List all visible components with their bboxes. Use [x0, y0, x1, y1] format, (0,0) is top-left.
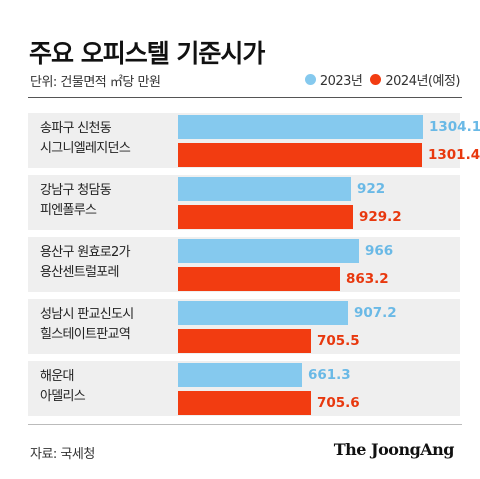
value-label-2023: 661.3: [308, 367, 351, 383]
value-label-2023: 907.2: [354, 305, 397, 321]
legend-swatch-2023: [304, 74, 316, 85]
chart-title: 주요 오피스텔 기준시가: [29, 39, 265, 68]
unit-label: 단위: 건물면적 ㎡당 만원: [30, 75, 161, 90]
bar-2024: [178, 267, 340, 291]
bar-2023: [178, 301, 348, 325]
category-district: 송파구 신천동: [40, 121, 112, 136]
bar-2024: [178, 329, 311, 353]
value-label-2024: 705.6: [317, 395, 360, 411]
value-label-2024: 1301.4: [428, 147, 480, 163]
category-district: 성남시 판교신도시: [40, 307, 134, 322]
value-label-2023: 922: [357, 181, 386, 197]
source-note: 자료: 국세청: [30, 447, 95, 462]
bar-2023: [178, 177, 351, 201]
value-label-2023: 966: [365, 243, 394, 259]
category-district: 강남구 청담동: [40, 183, 112, 198]
bar-2023: [178, 239, 359, 263]
category-district: 용산구 원효로2가: [40, 245, 131, 260]
bar-2023: [178, 115, 423, 139]
legend-swatch-2024: [370, 74, 382, 85]
bottom-divider: [28, 424, 462, 425]
bar-2024: [178, 143, 422, 167]
category-building: 피엔폴루스: [40, 203, 97, 218]
legend-label-2023: 2023년: [319, 74, 363, 89]
value-label-2024: 929.2: [359, 209, 402, 225]
category-building: 용산센트럴포레: [40, 265, 120, 280]
legend-item-2023: 2023년: [304, 70, 363, 89]
legend-item-2024: 2024년(예정): [370, 70, 460, 89]
bar-2024: [178, 391, 311, 415]
bar-2023: [178, 363, 302, 387]
value-label-2024: 705.5: [317, 333, 360, 349]
publisher-logo: The JoongAng: [333, 440, 455, 459]
top-divider: [28, 97, 462, 98]
legend-label-2024: 2024년(예정): [385, 74, 460, 89]
legend: 2023년 2024년(예정): [297, 70, 460, 89]
category-building: 시그니엘레지던스: [40, 141, 131, 156]
category-district: 해운대: [40, 369, 74, 384]
value-label-2023: 1304.1: [429, 119, 480, 135]
bar-2024: [178, 205, 353, 229]
category-building: 아델리스: [40, 389, 86, 404]
value-label-2024: 863.2: [346, 271, 389, 287]
category-building: 힐스테이트판교역: [40, 327, 131, 342]
